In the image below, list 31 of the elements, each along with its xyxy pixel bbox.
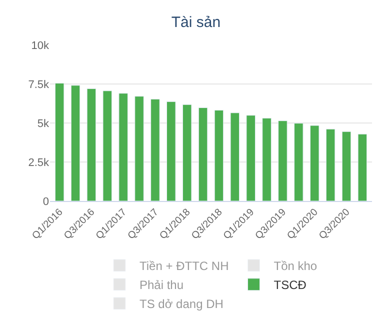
bar: [86, 88, 96, 201]
bar: [166, 101, 176, 201]
bar: [198, 107, 208, 201]
legend-label: Tồn kho: [274, 259, 318, 274]
y-tick-label: 0: [42, 196, 49, 208]
bar: [262, 118, 272, 201]
bar: [182, 104, 192, 201]
legend-label: Tiền + ĐTTC NH: [140, 259, 229, 274]
y-tick-label: 2.5k: [28, 156, 50, 169]
bar: [310, 125, 320, 201]
bar: [278, 120, 288, 201]
legend-label: TSCĐ: [274, 278, 307, 292]
bar: [358, 134, 368, 201]
bar: [70, 85, 80, 201]
y-tick-label: 7.5k: [28, 78, 50, 91]
bar: [134, 96, 144, 201]
chart-title: Tài sản: [171, 14, 221, 31]
y-tick-label: 5k: [37, 118, 50, 130]
bar: [118, 93, 128, 201]
legend-label: Phải thu: [140, 278, 184, 292]
bar: [102, 90, 112, 201]
y-tick-label: 10k: [31, 40, 50, 52]
bar: [326, 128, 336, 201]
bar: [150, 98, 160, 201]
bar: [246, 115, 256, 201]
bar: [54, 82, 64, 201]
bar: [214, 110, 224, 201]
bar: [342, 131, 352, 201]
bar: [294, 123, 304, 201]
legend-label: TS dở dang DH: [140, 297, 224, 312]
bar: [230, 112, 240, 201]
